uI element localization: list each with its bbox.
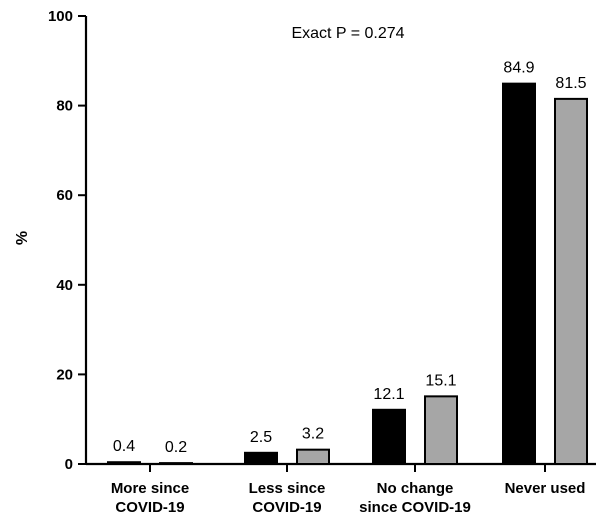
bar (372, 408, 406, 465)
y-tick-label: 80 (56, 98, 73, 115)
bar-value-label: 15.1 (425, 372, 456, 389)
value-labels: 0.4 2.5 12.1 84.9 0.2 3.2 15.1 81.5 (113, 60, 587, 456)
bar (296, 448, 330, 466)
bars (107, 82, 588, 466)
x-category-label-line: COVID-19 (115, 499, 184, 516)
x-category-label-line: More since (111, 480, 189, 497)
y-axis-label: % (14, 231, 31, 245)
bar-value-label: 12.1 (373, 386, 404, 403)
bar-value-label: 0.2 (165, 439, 187, 456)
bar-value-label: 0.4 (113, 438, 135, 455)
bar-value-label: 81.5 (555, 75, 586, 92)
x-category-label-line: since COVID-19 (359, 499, 471, 516)
y-tick-label: 60 (56, 187, 73, 204)
bar (554, 97, 588, 465)
y-tick-label: 20 (56, 366, 73, 383)
y-tick-label: 40 (56, 277, 73, 294)
bar (107, 461, 141, 466)
y-tick-label: 100 (48, 8, 73, 25)
x-category-label-line: COVID-19 (252, 499, 321, 516)
x-category-label-line: Less since (249, 480, 326, 497)
x-category-label-line: Never used (505, 480, 586, 497)
x-category-label: Less since COVID-19 (249, 480, 326, 516)
x-category-label: No change since COVID-19 (359, 480, 471, 516)
p-value-annotation: Exact P = 0.274 (291, 25, 404, 42)
bar-value-label: 3.2 (302, 426, 324, 443)
y-tick-label: 0 (65, 456, 73, 473)
bar (159, 462, 193, 466)
bar (244, 451, 278, 465)
bar (424, 395, 458, 465)
x-category-label: More since COVID-19 (111, 480, 189, 516)
bar-value-label: 84.9 (503, 60, 534, 77)
bar (502, 82, 536, 465)
x-category-label: Never used (505, 480, 586, 497)
bar-value-label: 2.5 (250, 429, 272, 446)
x-category-label-line: No change (377, 480, 454, 497)
